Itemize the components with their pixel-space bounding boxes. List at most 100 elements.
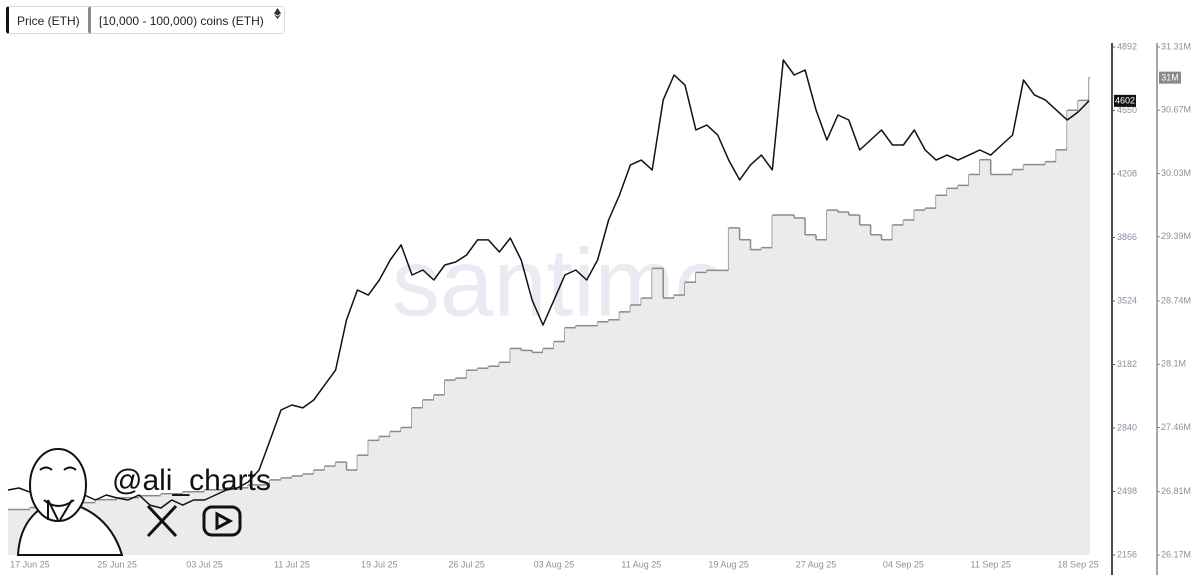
area-step bbox=[1045, 161, 1057, 555]
area-step bbox=[881, 239, 893, 555]
area-step bbox=[357, 455, 369, 555]
x-tick-label: 11 Jul 25 bbox=[274, 559, 310, 569]
area-step bbox=[444, 380, 456, 555]
line bbox=[7, 59, 1090, 509]
x-logo bbox=[146, 504, 178, 538]
area-step bbox=[750, 249, 762, 556]
area-step bbox=[1056, 149, 1068, 555]
y-tick-label: 3866 bbox=[1117, 232, 1137, 242]
area-step bbox=[706, 270, 718, 555]
area-step bbox=[237, 487, 249, 555]
area-step bbox=[182, 491, 194, 555]
area-step bbox=[1001, 174, 1013, 556]
area-step bbox=[859, 224, 871, 555]
y2-tick-label: 28.74M bbox=[1161, 295, 1191, 305]
avatar bbox=[16, 448, 124, 556]
area-step bbox=[783, 215, 795, 555]
area-step bbox=[794, 217, 806, 556]
area-step bbox=[106, 499, 118, 555]
y-tick-label: 2840 bbox=[1117, 422, 1137, 432]
area-step bbox=[597, 321, 609, 555]
area-step bbox=[302, 473, 314, 555]
area-step bbox=[346, 470, 358, 555]
area-step bbox=[477, 368, 489, 555]
area-step bbox=[171, 493, 183, 555]
y-tick-label: 2156 bbox=[1117, 549, 1137, 559]
area-step bbox=[772, 215, 784, 555]
legend-item[interactable]: Price (ETH) bbox=[6, 6, 101, 34]
area-step bbox=[488, 366, 500, 555]
area-step bbox=[1067, 110, 1079, 555]
area-step bbox=[401, 427, 413, 555]
credit: @ali_charts bbox=[112, 464, 271, 497]
last-value-badge bbox=[1114, 94, 1136, 107]
area-step bbox=[663, 298, 675, 555]
x-tick-label: 26 Jul 25 bbox=[448, 559, 485, 569]
area-step bbox=[259, 484, 271, 555]
area-step bbox=[575, 325, 587, 555]
area-step bbox=[936, 195, 948, 555]
x-tick-label: 25 Jun 25 bbox=[97, 559, 137, 569]
area-step bbox=[1078, 100, 1089, 555]
area-step bbox=[390, 431, 402, 555]
area-step bbox=[291, 475, 303, 555]
y2-tick-label: 30.03M bbox=[1161, 168, 1191, 178]
area-step bbox=[248, 484, 260, 555]
area-step bbox=[1012, 169, 1024, 555]
area-step bbox=[1034, 164, 1046, 555]
y-tick-label: 4892 bbox=[1117, 41, 1137, 51]
x-tick-label: 17 Jun 25 bbox=[10, 559, 50, 569]
area-step bbox=[532, 352, 544, 555]
area-step bbox=[641, 298, 653, 555]
y-tick-label: 3182 bbox=[1117, 359, 1137, 369]
area-step bbox=[957, 185, 969, 555]
x-tick-label: 03 Jul 25 bbox=[186, 559, 223, 569]
y2-tick-label: 29.39M bbox=[1161, 231, 1191, 241]
area-step bbox=[695, 272, 707, 555]
y-tick-label: 2498 bbox=[1117, 486, 1137, 496]
youtube-logo bbox=[202, 505, 242, 537]
area-step bbox=[204, 489, 216, 555]
area-step bbox=[947, 188, 958, 555]
y2-tick-label: 28.1M bbox=[1161, 359, 1186, 369]
area-step bbox=[1023, 164, 1035, 555]
last-value-badge bbox=[1159, 71, 1181, 84]
last-value-label: 4602 bbox=[1115, 96, 1135, 106]
area-step bbox=[892, 224, 904, 555]
area-step bbox=[630, 304, 642, 555]
legend-item[interactable]: [10,000 - 100,000) coins (ETH) bbox=[88, 6, 285, 34]
area-step bbox=[586, 325, 598, 555]
area-step bbox=[193, 491, 205, 555]
area-step bbox=[553, 341, 565, 555]
area-step bbox=[521, 350, 533, 555]
x-tick-label: 18 Sep 25 bbox=[1058, 559, 1099, 569]
area-step bbox=[619, 311, 631, 555]
area-step bbox=[990, 174, 1002, 556]
area-step bbox=[816, 239, 827, 555]
area-step bbox=[280, 477, 292, 555]
area-step bbox=[313, 470, 325, 555]
area-step bbox=[1089, 77, 1090, 556]
legend-label: Price (ETH) bbox=[17, 14, 80, 28]
area-step bbox=[761, 247, 773, 555]
x-tick-label: 04 Sep 25 bbox=[883, 559, 924, 569]
area-step bbox=[652, 268, 664, 555]
legend-label: [10,000 - 100,000) coins (ETH) bbox=[99, 14, 264, 28]
area-step bbox=[826, 210, 838, 556]
area-step bbox=[139, 495, 150, 555]
x-tick-label: 11 Sep 25 bbox=[971, 559, 1011, 569]
area-step bbox=[728, 227, 740, 555]
area-step bbox=[149, 495, 161, 555]
area-step bbox=[368, 440, 380, 555]
area-step bbox=[335, 462, 347, 555]
y2-tick-label: 27.46M bbox=[1161, 422, 1191, 432]
area-step bbox=[739, 239, 751, 555]
area-step bbox=[215, 489, 227, 555]
x-tick-label: 19 Jul 25 bbox=[361, 559, 398, 569]
area-step bbox=[903, 219, 915, 555]
area-step bbox=[412, 407, 423, 555]
x-tick-label: 27 Aug 25 bbox=[796, 559, 837, 569]
area-step bbox=[499, 362, 511, 555]
area-step bbox=[870, 234, 882, 555]
